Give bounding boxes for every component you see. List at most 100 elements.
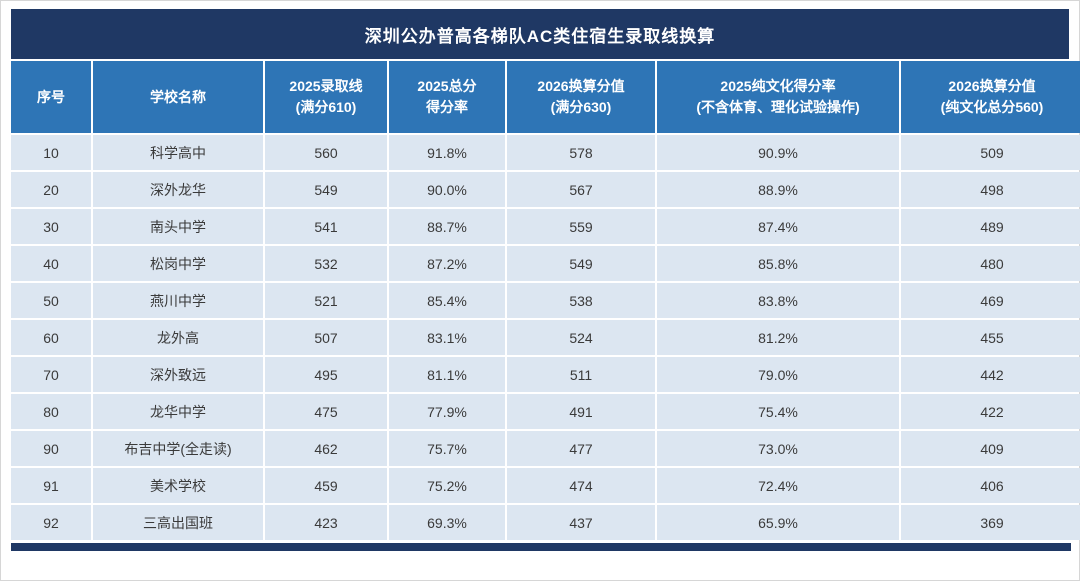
table-cell: 龙华中学: [93, 394, 263, 429]
table-cell: 83.8%: [657, 283, 899, 318]
table-cell: 495: [265, 357, 387, 392]
table-cell: 松岗中学: [93, 246, 263, 281]
table-cell: 409: [901, 431, 1080, 466]
table-cell: 507: [265, 320, 387, 355]
table-cell: 90.0%: [389, 172, 505, 207]
table-cell: 75.2%: [389, 468, 505, 503]
table-cell: 455: [901, 320, 1080, 355]
table-row: 90 布吉中学(全走读) 462 75.7% 477 73.0% 409: [11, 431, 1080, 466]
table-cell: 90.9%: [657, 135, 899, 170]
table-cell: 73.0%: [657, 431, 899, 466]
table-cell: 532: [265, 246, 387, 281]
table-row: 20 深外龙华 549 90.0% 567 88.9% 498: [11, 172, 1080, 207]
table-cell: 龙外高: [93, 320, 263, 355]
table-cell: 422: [901, 394, 1080, 429]
table-cell: 布吉中学(全走读): [93, 431, 263, 466]
header-cell-2026-converted: 2026换算分值 (满分630): [507, 61, 655, 133]
header-cell-2025-total-rate: 2025总分 得分率: [389, 61, 505, 133]
table-cell: 578: [507, 135, 655, 170]
header-cell-2025-cutoff: 2025录取线 (满分610): [265, 61, 387, 133]
table-cell: 65.9%: [657, 505, 899, 540]
table-cell: 72.4%: [657, 468, 899, 503]
table-cell: 560: [265, 135, 387, 170]
header-cell-2025-culture-rate: 2025纯文化得分率 (不含体育、理化试验操作): [657, 61, 899, 133]
table-cell: 567: [507, 172, 655, 207]
table-cell: 88.7%: [389, 209, 505, 244]
table-row: 40 松岗中学 532 87.2% 549 85.8% 480: [11, 246, 1080, 281]
table-cell: 85.8%: [657, 246, 899, 281]
table-cell: 92: [11, 505, 91, 540]
table-cell: 491: [507, 394, 655, 429]
table-cell: 469: [901, 283, 1080, 318]
table-cell: 90: [11, 431, 91, 466]
table-cell: 69.3%: [389, 505, 505, 540]
table-cell: 燕川中学: [93, 283, 263, 318]
table-cell: 70: [11, 357, 91, 392]
table-cell: 511: [507, 357, 655, 392]
table-cell: 50: [11, 283, 91, 318]
table-cell: 521: [265, 283, 387, 318]
table-row: 10 科学高中 560 91.8% 578 90.9% 509: [11, 135, 1080, 170]
table-cell: 509: [901, 135, 1080, 170]
table-cell: 75.4%: [657, 394, 899, 429]
table-cell: 40: [11, 246, 91, 281]
table-row: 30 南头中学 541 88.7% 559 87.4% 489: [11, 209, 1080, 244]
page-title: 深圳公办普高各梯队AC类住宿生录取线换算: [364, 26, 716, 46]
table-row: 50 燕川中学 521 85.4% 538 83.8% 469: [11, 283, 1080, 318]
table-cell: 79.0%: [657, 357, 899, 392]
table-cell: 369: [901, 505, 1080, 540]
table-cell: 87.4%: [657, 209, 899, 244]
table-cell: 475: [265, 394, 387, 429]
table-cell: 437: [507, 505, 655, 540]
table-cell: 20: [11, 172, 91, 207]
table-row: 91 美术学校 459 75.2% 474 72.4% 406: [11, 468, 1080, 503]
header-cell-2026-culture-converted: 2026换算分值 (纯文化总分560): [901, 61, 1080, 133]
table-cell: 423: [265, 505, 387, 540]
table-row: 80 龙华中学 475 77.9% 491 75.4% 422: [11, 394, 1080, 429]
table-cell: 三高出国班: [93, 505, 263, 540]
table-cell: 459: [265, 468, 387, 503]
table-cell: 83.1%: [389, 320, 505, 355]
table-cell: 549: [507, 246, 655, 281]
table-cell: 10: [11, 135, 91, 170]
table-cell: 538: [507, 283, 655, 318]
table-cell: 80: [11, 394, 91, 429]
table-title-bar: 深圳公办普高各梯队AC类住宿生录取线换算: [11, 9, 1069, 59]
table-cell: 科学高中: [93, 135, 263, 170]
header-cell-index: 序号: [11, 61, 91, 133]
table-cell: 442: [901, 357, 1080, 392]
header-cell-school-name: 学校名称: [93, 61, 263, 133]
table-cell: 477: [507, 431, 655, 466]
table-cell: 75.7%: [389, 431, 505, 466]
table-cell: 88.9%: [657, 172, 899, 207]
table-row: 60 龙外高 507 83.1% 524 81.2% 455: [11, 320, 1080, 355]
table-cell: 81.1%: [389, 357, 505, 392]
table-cell: 77.9%: [389, 394, 505, 429]
table-cell: 81.2%: [657, 320, 899, 355]
table-row: 92 三高出国班 423 69.3% 437 65.9% 369: [11, 505, 1080, 540]
table-cell: 91.8%: [389, 135, 505, 170]
table-cell: 南头中学: [93, 209, 263, 244]
table-cell: 406: [901, 468, 1080, 503]
table-cell: 462: [265, 431, 387, 466]
table-cell: 美术学校: [93, 468, 263, 503]
table-body: 10 科学高中 560 91.8% 578 90.9% 509 20 深外龙华 549 90.0% 5…: [11, 135, 1080, 540]
table-cell: 489: [901, 209, 1080, 244]
table-cell: 559: [507, 209, 655, 244]
table-cell: 60: [11, 320, 91, 355]
table-cell: 30: [11, 209, 91, 244]
table-cell: 549: [265, 172, 387, 207]
table-cell: 87.2%: [389, 246, 505, 281]
table-header: 序号 学校名称 2025录取线 (满分610) 2025总分 得分率 2026换…: [11, 61, 1080, 133]
admission-score-table: 序号 学校名称 2025录取线 (满分610) 2025总分 得分率 2026换…: [9, 59, 1080, 542]
table-cell: 480: [901, 246, 1080, 281]
table-cell: 474: [507, 468, 655, 503]
footer-bar: [11, 543, 1071, 551]
table-cell: 85.4%: [389, 283, 505, 318]
table-row: 70 深外致远 495 81.1% 511 79.0% 442: [11, 357, 1080, 392]
table-cell: 深外致远: [93, 357, 263, 392]
table-cell: 深外龙华: [93, 172, 263, 207]
table-cell: 524: [507, 320, 655, 355]
table-cell: 541: [265, 209, 387, 244]
